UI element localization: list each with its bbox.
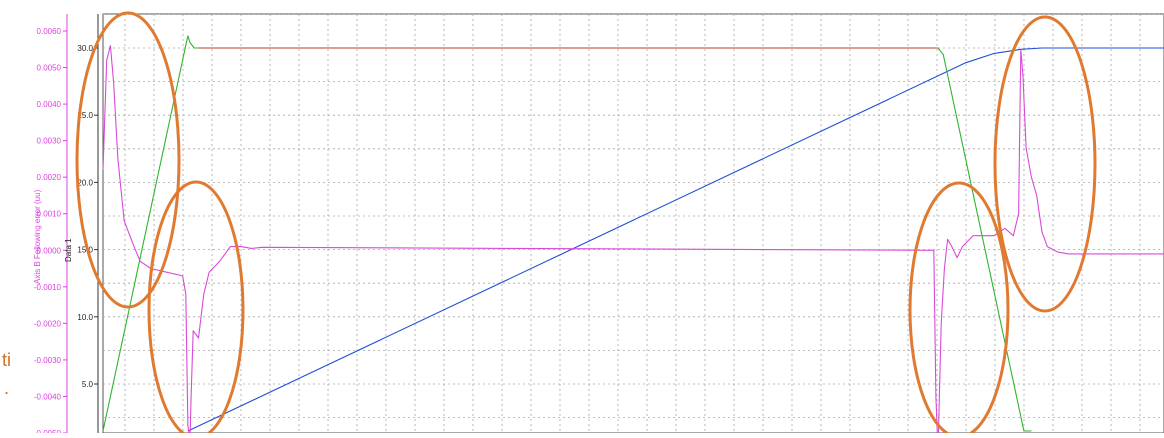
grid (102, 13, 1164, 434)
right-axis-tick-label: 10.0 (77, 313, 93, 322)
right-axis-title: Data 1 (64, 238, 73, 262)
left-axis-tick-label: 0.0010 (37, 210, 62, 219)
left-axis-tick-label: -0.0030 (34, 356, 62, 365)
left-axis-tick-label: -0.0050 (34, 429, 62, 433)
right-axis-tick-label: 30.0 (77, 44, 93, 53)
left-axis-tick-label: 0.0030 (37, 137, 62, 146)
annotation-ellipse (993, 15, 1097, 313)
left-axis-tick-label: 0.0020 (37, 173, 62, 182)
left-axis-tick-label: 0.0040 (37, 100, 62, 109)
left-axis-tick-label: 0.0060 (37, 27, 62, 36)
right-axis: 30.0 25.0 20.0 15.0 10.0 5.0 (77, 14, 99, 433)
series-layer (102, 35, 1164, 438)
left-axis-tick-label: -0.0040 (34, 392, 62, 401)
left-axis-title: Axis B Following error (uu) (33, 189, 42, 284)
annotation-ellipse (75, 11, 181, 309)
side-text-2: . (4, 378, 10, 398)
right-axis-tick-label: 15.0 (77, 246, 93, 255)
series-line-4 (102, 45, 1164, 438)
series-line-2 (102, 35, 1032, 432)
left-axis-tick-label: -0.0010 (34, 283, 62, 292)
right-axis-tick-label: 20.0 (77, 178, 93, 187)
annotation-layer (75, 11, 1097, 438)
right-axis-tick-label: 25.0 (77, 111, 93, 120)
left-axis-tick-label: 0.0050 (37, 64, 62, 73)
right-axis-tick-label: 5.0 (82, 380, 94, 389)
left-axis-tick-label: -0.0020 (34, 319, 62, 328)
plot-frame (102, 13, 1164, 434)
left-axis-tick-label: 0.0000 (37, 246, 62, 255)
annotation-ellipse (147, 180, 245, 438)
side-text-1: ti (2, 350, 11, 370)
